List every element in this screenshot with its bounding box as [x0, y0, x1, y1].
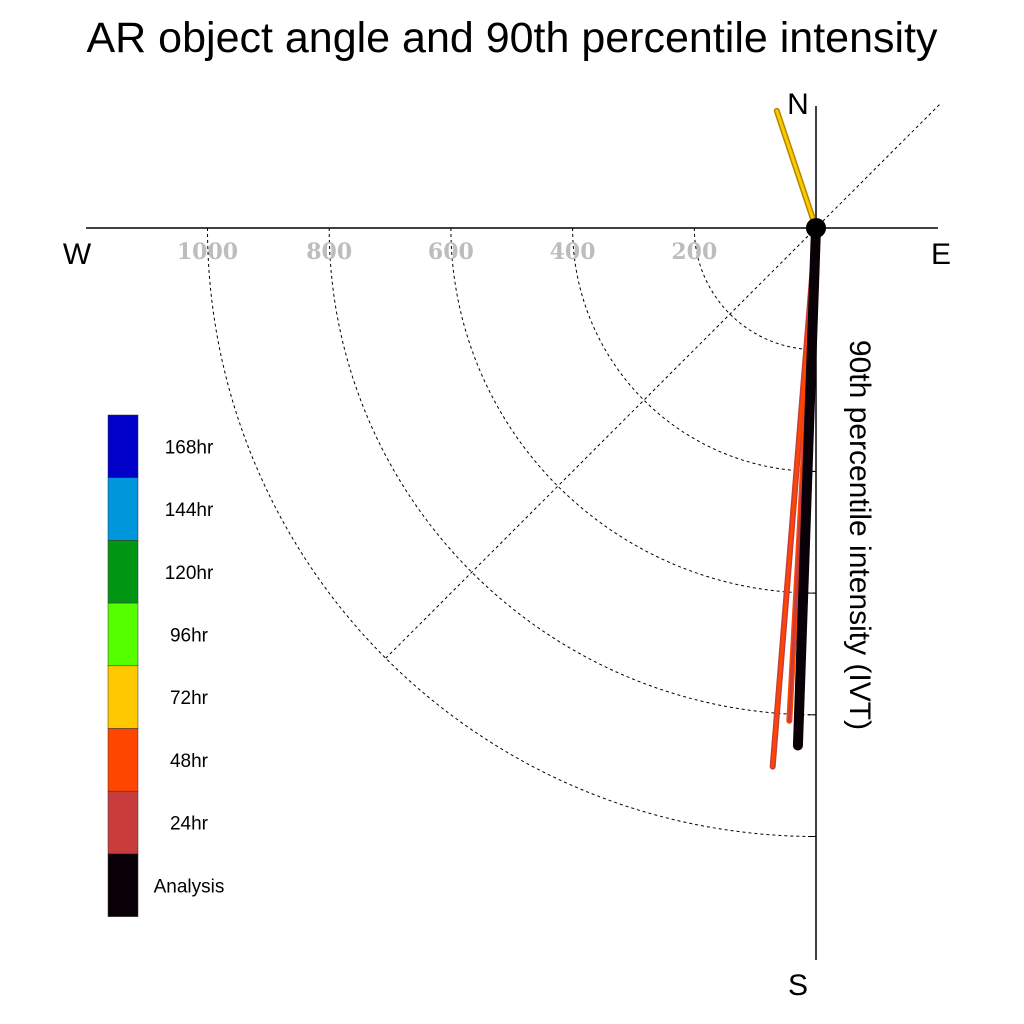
legend-label-48hr: 48hr [170, 751, 209, 772]
grid-arc-200 [693, 227, 817, 351]
radial-tick-label-600: 600 [428, 239, 474, 265]
legend-swatch-72hr [107, 665, 139, 729]
legend-label-168hr: 168hr [165, 437, 214, 458]
vector-72hr [775, 109, 818, 230]
vector-analysis [792, 223, 821, 751]
compass-north-label: N [787, 88, 809, 121]
legend-label-analysis: Analysis [154, 876, 225, 897]
grid-diagonal [385, 103, 941, 659]
radial-axis-label: 90th percentile intensity (IVT) [843, 340, 876, 730]
legend-swatch-96hr [107, 602, 139, 667]
radial-tick-label-800: 800 [306, 239, 352, 265]
chart-title: AR object angle and 90th percentile inte… [86, 14, 938, 62]
compass-south-label: S [788, 969, 808, 1002]
grid-arc-1000 [207, 227, 817, 837]
compass-east-label: E [931, 238, 951, 271]
grid-arc-600 [450, 227, 817, 594]
grid-arc-400 [572, 227, 817, 472]
legend-swatch-48hr [107, 728, 139, 792]
legend-label-120hr: 120hr [165, 563, 214, 584]
radial-tick-label-1000: 1000 [177, 239, 238, 265]
legend-swatch-analysis [107, 853, 139, 917]
legend-label-72hr: 72hr [170, 688, 209, 709]
legend-swatch-24hr [107, 790, 139, 855]
vectors [769, 107, 826, 770]
grid [207, 103, 941, 837]
legend-swatch-144hr [107, 477, 139, 541]
legend-label-24hr: 24hr [170, 814, 209, 835]
legend-swatch-168hr [107, 414, 139, 478]
legend-swatch-120hr [107, 540, 139, 604]
radial-ticks: 200 400 600 800 1000 [177, 239, 717, 265]
legend-label-96hr: 96hr [170, 625, 209, 646]
origin-dot [806, 218, 826, 238]
legend: 168hr 144hr 120hr 96hr 72hr 48hr 24hr Analysis [107, 414, 225, 917]
radial-tick-label-400: 400 [550, 239, 596, 265]
compass-west-label: W [63, 238, 92, 271]
legend-label-144hr: 144hr [165, 500, 214, 521]
grid-arc-800 [328, 227, 817, 716]
radial-tick-label-200: 200 [671, 239, 717, 265]
